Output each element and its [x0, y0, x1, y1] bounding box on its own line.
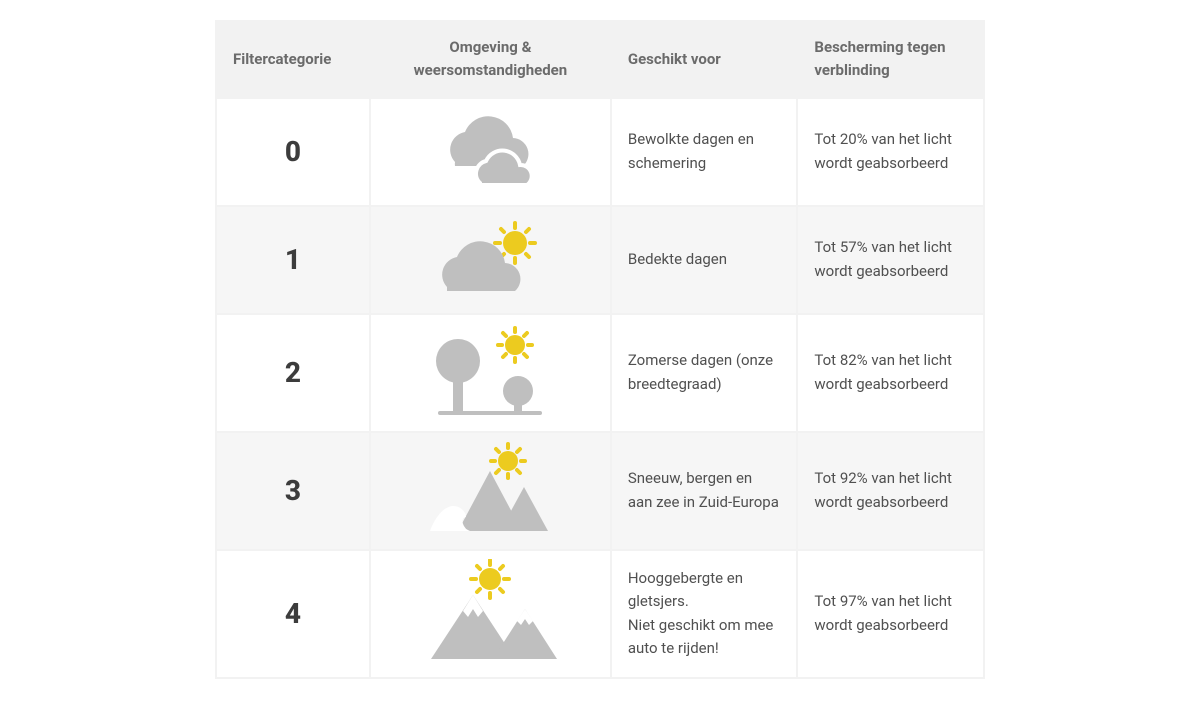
col-header-environment: Omgeving & weersomstandigheden [371, 22, 610, 97]
protection-text: Tot 57% van het licht wordt geabsorbeerd [798, 207, 983, 313]
table-row: 4 [217, 551, 983, 677]
table-row: 2 [217, 315, 983, 431]
col-header-protection: Bescherming tegen verblinding [798, 22, 983, 97]
category-value: 0 [217, 99, 369, 205]
table-row: 0 Bewolkte dagen en schemering Tot 20% v… [217, 99, 983, 205]
protection-text: Tot 92% van het licht wordt geabsorbeerd [798, 433, 983, 549]
category-value: 1 [217, 207, 369, 313]
protection-text: Tot 20% van het licht wordt geabsorbeerd [798, 99, 983, 205]
trees-sun-icon [420, 323, 560, 423]
environment-icon-cell [371, 207, 610, 313]
environment-icon-cell [371, 315, 610, 431]
protection-text: Tot 82% van het licht wordt geabsorbeerd [798, 315, 983, 431]
table-header-row: Filtercategorie Omgeving & weersomstandi… [217, 22, 983, 97]
suitable-text: Bedekte dagen [612, 207, 797, 313]
clouds-icon [425, 107, 555, 197]
suitable-text: Sneeuw, bergen en aan zee in Zuid-Europa [612, 433, 797, 549]
category-value: 2 [217, 315, 369, 431]
suitable-text: Bewolkte dagen en schemering [612, 99, 797, 205]
suitable-text: Hooggebergte en gletsjers. Niet geschikt… [612, 551, 797, 677]
table-row: 3 [217, 433, 983, 549]
filter-category-table: Filtercategorie Omgeving & weersomstandi… [215, 20, 985, 679]
environment-icon-cell [371, 551, 610, 677]
col-header-category: Filtercategorie [217, 22, 369, 97]
environment-icon-cell [371, 99, 610, 205]
high-mountain-sun-icon [415, 559, 565, 669]
category-value: 4 [217, 551, 369, 677]
environment-icon-cell [371, 433, 610, 549]
table-row: 1 [217, 207, 983, 313]
suitable-text: Zomerse dagen (onze breedtegraad) [612, 315, 797, 431]
category-value: 3 [217, 433, 369, 549]
mountain-sun-icon [420, 441, 560, 541]
col-header-suitable: Geschikt voor [612, 22, 797, 97]
protection-text: Tot 97% van het licht wordt geabsorbeerd [798, 551, 983, 677]
cloud-sun-icon [425, 215, 555, 305]
